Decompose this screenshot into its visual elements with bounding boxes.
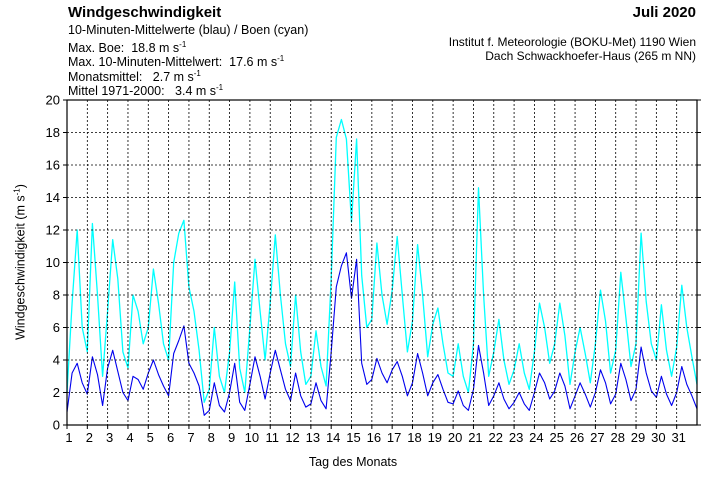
x-tick-label: 24 [529,430,543,445]
x-tick-label: 30 [651,430,665,445]
stat-climate-mean: Mittel 1971-2000: 3.4 m s-1 [68,81,223,98]
x-tick-label: 8 [208,430,215,445]
chart-subtitle: 10-Minuten-Mittelwerte (blau) / Boen (cy… [68,23,309,37]
x-tick-label: 16 [367,430,381,445]
x-tick-label: 10 [245,430,259,445]
unit-exponent: -1 [277,54,285,63]
x-tick-label: 23 [509,430,523,445]
x-tick-label: 6 [167,430,174,445]
x-tick-label: 1 [65,430,72,445]
stat-max-mean-label: Max. 10-Minuten-Mittelwert: [68,55,223,70]
x-tick-label: 11 [265,430,279,445]
x-tick-label: 28 [610,430,624,445]
unit-exponent: -1 [216,83,224,92]
x-tick-label: 27 [590,430,604,445]
x-tick-label: 4 [126,430,133,445]
stat-max-mean: Max. 10-Minuten-Mittelwert: 17.6 m s-1 [68,52,284,69]
series-line-mean [66,252,698,416]
y-tick-label: 10 [46,255,60,270]
x-tick-label: 21 [468,430,482,445]
x-axis-label: Tag des Monats [308,455,398,469]
y-tick-label: 16 [46,158,60,173]
y-tick-label: 6 [53,320,60,335]
x-tick-label: 7 [187,430,194,445]
unit-exponent: -1 [193,69,201,78]
y-axis-label-text: Windgeschwindigkeit (m s [13,195,28,340]
x-tick-label: 5 [147,430,154,445]
x-tick-label: 17 [387,430,401,445]
stat-monthly-mean: Monatsmittel: 2.7 m s-1 [68,67,201,84]
stat-climate-mean-value: 3.4 m s [175,84,217,99]
stat-monthly-mean-value: 2.7 m s [152,70,194,85]
unit-exponent: -1 [179,40,187,49]
x-tick-label: 20 [448,430,462,445]
y-tick-label: 20 [46,93,60,108]
stat-max-gust-value: 18.8 m s [131,41,180,56]
y-tick-label: 0 [53,418,60,433]
x-tick-label: 2 [86,430,93,445]
x-tick-label: 15 [346,430,360,445]
x-tick-label: 25 [550,430,564,445]
y-axis-label-exponent: -1 [12,188,22,196]
month-label: Juli 2020 [632,4,696,21]
x-tick-label: 22 [489,430,503,445]
x-tick-label: 13 [306,430,320,445]
y-tick-label: 2 [53,385,60,400]
x-tick-label: 3 [106,430,113,445]
institute-line-1: Institut f. Meteorologie (BOKU-Met) 1190… [448,35,696,49]
x-tick-label: 31 [671,430,685,445]
y-tick-label: 12 [46,223,60,238]
chart-title: Windgeschwindigkeit [68,4,222,21]
y-tick-label: 18 [46,125,60,140]
x-tick-label: 14 [326,430,340,445]
x-tick-label: 12 [285,430,299,445]
institute-line-2: Dach Schwackhoefer-Haus (265 m NN) [485,49,696,63]
y-tick-label: 8 [53,288,60,303]
y-tick-label: 4 [53,353,60,368]
stat-monthly-mean-label: Monatsmittel: [68,70,143,85]
stat-max-gust: Max. Boe: 18.8 m s-1 [68,38,186,55]
x-tick-label: 19 [428,430,442,445]
y-axis-label: Windgeschwindigkeit (m s-1) [12,184,28,340]
y-tick-label: 14 [46,190,60,205]
stat-max-gust-label: Max. Boe: [68,41,125,56]
x-tick-label: 29 [631,430,645,445]
x-tick-label: 26 [570,430,584,445]
stat-max-mean-value: 17.6 m s [229,55,278,70]
x-tick-label: 9 [228,430,235,445]
stat-climate-mean-label: Mittel 1971-2000: [68,84,165,99]
x-tick-label: 18 [407,430,421,445]
